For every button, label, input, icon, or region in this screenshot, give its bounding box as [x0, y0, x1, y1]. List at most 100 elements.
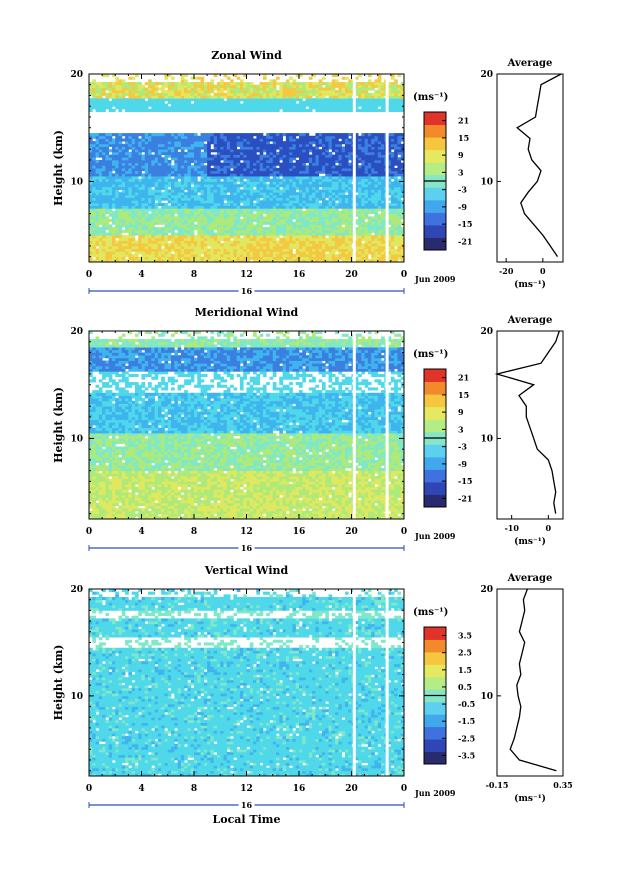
y-tick-label: 10: [70, 692, 83, 702]
profile-x-label: (ms⁻¹): [514, 279, 546, 290]
x-tick-label: 20: [345, 270, 358, 280]
colorbar-segment: [424, 149, 446, 163]
colorbar-tick-label: 2.5: [458, 648, 472, 658]
colorbar-tick-label: 15: [458, 390, 469, 400]
x-tick-label: 12: [240, 527, 253, 537]
colorbar-tick-label: 3: [458, 167, 464, 177]
x-tick-label: 12: [240, 270, 253, 280]
profile-x-tick-label: 0.35: [553, 780, 572, 790]
colorbar-tick-label: -2.5: [458, 733, 475, 743]
colorbar-segment: [424, 444, 446, 458]
colorbar-tick-label: -3: [458, 185, 467, 195]
profile-x-tick-label: -20: [499, 266, 514, 276]
colorbar-segment: [424, 651, 446, 665]
x-tick-label: 8: [191, 784, 197, 794]
x-tick-label: 0: [401, 784, 407, 794]
heatmap-cells: [89, 331, 405, 520]
profile-y-tick-label: 20: [480, 70, 493, 80]
profile-title: Average: [507, 58, 553, 69]
x-tick-label: 0: [401, 270, 407, 280]
profile-title: Average: [507, 315, 553, 326]
colorbar-segment: [424, 726, 446, 740]
heatmap-cells: [89, 74, 405, 263]
colorbar-segment: [424, 456, 446, 470]
profile-line: [494, 330, 560, 514]
date-label: Jun 2009: [414, 274, 456, 284]
colorbar-tick-label: 3: [458, 424, 464, 434]
y-tick-label: 10: [70, 177, 83, 187]
profile-x-tick-label: 0: [546, 523, 552, 533]
heatmap-cells: [89, 589, 405, 777]
date-label: Jun 2009: [414, 531, 456, 541]
data-gap: [352, 331, 356, 519]
y-axis-label: Height (km): [52, 645, 65, 721]
colorbar-segment: [424, 369, 446, 383]
colorbar-segment: [424, 224, 446, 238]
colorbar-segment: [424, 112, 446, 126]
data-gap: [385, 74, 389, 262]
y-axis-label: Height (km): [52, 130, 65, 206]
profile-y-tick-label: 10: [480, 434, 493, 444]
x-tick-label: 0: [86, 270, 92, 280]
colorbar-tick-label: -9: [458, 202, 467, 212]
profile-y-tick-label: 10: [480, 692, 493, 702]
y-tick-label: 20: [70, 585, 83, 595]
colorbar-tick-label: 9: [458, 150, 464, 160]
panel-title: Vertical Wind: [204, 564, 289, 577]
colorbar-segment: [424, 639, 446, 653]
colorbar-tick-label: -9: [458, 459, 467, 469]
y-axis-label: Height (km): [52, 387, 65, 463]
colorbar-tick-label: -15: [458, 219, 472, 229]
colorbar-tick-label: 21: [458, 116, 469, 126]
x-tick-label: 16: [293, 784, 306, 794]
x-tick-label: 4: [138, 270, 144, 280]
x-tick-label: 12: [240, 784, 253, 794]
colorbar-segment: [424, 739, 446, 753]
colorbar-segment: [424, 676, 446, 690]
x-tick-label: 0: [86, 784, 92, 794]
panel-title: Zonal Wind: [211, 49, 282, 62]
x-tick-label: 16: [293, 270, 306, 280]
wind-panel: Zonal Wind 0 4 8 12 16 20 0 10 20 Height (km) 16 Jun…: [52, 49, 564, 296]
profile-x-tick-label: -10: [504, 523, 519, 533]
colorbar-segment: [424, 714, 446, 728]
profile-x-label: (ms⁻¹): [514, 793, 546, 804]
colorbar-tick-label: 9: [458, 407, 464, 417]
profile-y-tick-label: 10: [480, 177, 493, 187]
profile-y-tick-label: 20: [480, 327, 493, 337]
profile-line: [516, 73, 562, 257]
colorbar-segment: [424, 137, 446, 151]
y-tick-label: 20: [70, 70, 83, 80]
colorbar-tick-label: 21: [458, 373, 469, 383]
profile-x-tick-label: -0.15: [486, 780, 509, 790]
colorbar-segment: [424, 162, 446, 176]
x-tick-label: 0: [401, 527, 407, 537]
colorbar-tick-label: -3.5: [458, 750, 475, 760]
date-label: Jun 2009: [414, 788, 456, 798]
profile-x-tick-label: 0: [540, 266, 546, 276]
colorbar-tick-label: -3: [458, 442, 467, 452]
colorbar-segment: [424, 419, 446, 433]
colorbar-segment: [424, 124, 446, 138]
colorbar-tick-label: -15: [458, 476, 472, 486]
colorbar-segment: [424, 469, 446, 483]
colorbar-segment: [424, 237, 446, 251]
panel-title: Meridional Wind: [195, 306, 299, 319]
profile-line: [509, 588, 557, 772]
x-axis-label: Local Time: [213, 813, 281, 826]
data-gap: [352, 74, 356, 262]
colorbar-segment: [424, 381, 446, 395]
y-tick-label: 10: [70, 434, 83, 444]
profile-y-tick-label: 20: [480, 585, 493, 595]
x-tick-label: 0: [86, 527, 92, 537]
y-tick-label: 20: [70, 327, 83, 337]
colorbar-tick-label: -1.5: [458, 716, 475, 726]
colorbar-segment: [424, 187, 446, 201]
data-gap: [385, 589, 389, 776]
colorbar-tick-label: -21: [458, 493, 472, 503]
profile-frame: [496, 73, 564, 263]
colorbar-tick-label: -21: [458, 236, 472, 246]
day-label: 16: [241, 800, 253, 810]
colorbar-segment: [424, 199, 446, 213]
